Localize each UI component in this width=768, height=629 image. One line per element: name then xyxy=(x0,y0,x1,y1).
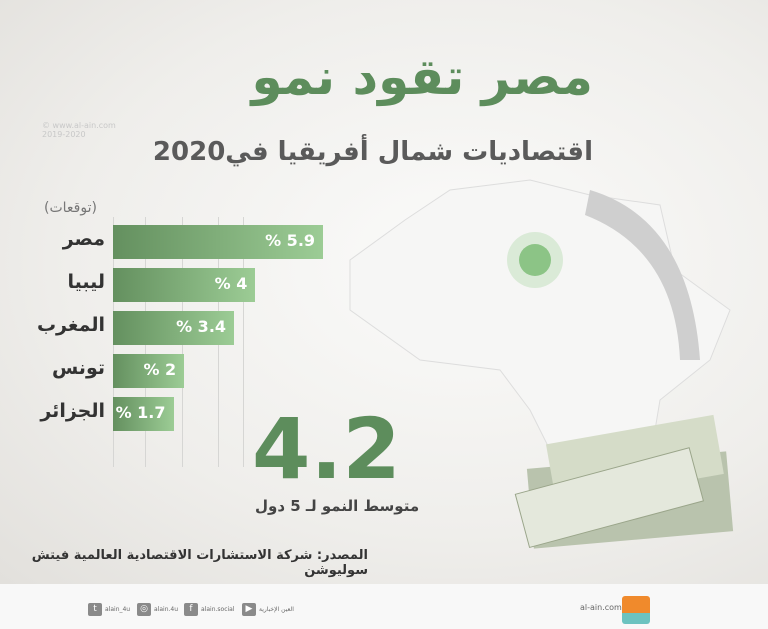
data-label: % 2 xyxy=(143,360,177,379)
category-label: الجزائر xyxy=(40,400,105,422)
bar: % 2 xyxy=(113,354,185,388)
copyright-url: © www.al-ain.com xyxy=(42,121,116,130)
copyright-years: 2019-2020 xyxy=(42,130,86,139)
footer: t alain_4u ◎ alain.4u f alain.social ▶ العين… xyxy=(0,584,768,629)
source-note: المصدر: شركة الاستشارات الاقتصادية العال… xyxy=(31,548,368,578)
al-ain-logo xyxy=(622,596,650,624)
page-subtitle: اقتصاديات شمال أفريقيا في2020 xyxy=(152,137,593,167)
copyright: © www.al-ain.com 2019-2020 xyxy=(42,121,116,139)
data-label: % 4 xyxy=(214,274,248,293)
africa-map-illustration xyxy=(349,179,731,501)
facebook-link[interactable]: f alain.social xyxy=(184,603,235,616)
gridline xyxy=(243,217,244,467)
instagram-handle: alain.4u xyxy=(154,606,179,613)
category-label: تونس xyxy=(51,357,105,379)
category-label: ليبيا xyxy=(67,271,105,293)
bar: % 3.4 xyxy=(113,311,235,345)
data-label: % 3.4 xyxy=(176,317,227,336)
category-label: مصر xyxy=(62,228,105,250)
site-url: al-ain.com xyxy=(580,603,622,612)
data-label: % 1.7 xyxy=(115,403,166,422)
facebook-handle: alain.social xyxy=(201,606,235,613)
bar-chart: مصر % 5.9 ليبيا % 4 المغرب % 3.4 تونس % 2 الجزائ… xyxy=(0,217,340,475)
bar: % 4 xyxy=(113,268,256,302)
category-label: المغرب xyxy=(36,314,105,336)
twitter-handle: alain_4u xyxy=(105,606,131,613)
instagram-icon: ◎ xyxy=(137,603,151,616)
chart-note: (توقعات) xyxy=(44,200,97,216)
bar: % 1.7 xyxy=(113,397,174,431)
money-stack-illustration xyxy=(514,414,734,549)
bar: % 5.9 xyxy=(113,225,324,259)
page-title: مصر تقود نمو xyxy=(251,48,593,106)
infographic: © www.al-ain.com 2019-2020 مصر تقود نمو ا… xyxy=(0,0,768,584)
youtube-link[interactable]: ▶ العين الإخبارية xyxy=(242,603,294,616)
youtube-icon: ▶ xyxy=(242,603,256,616)
site-link[interactable]: al-ain.com xyxy=(580,603,622,612)
twitter-link[interactable]: t alain_4u xyxy=(88,603,130,616)
data-label: % 5.9 xyxy=(265,231,316,250)
average-value: 4.2 xyxy=(252,400,401,498)
twitter-icon: t xyxy=(88,603,102,616)
average-label: متوسط النمو لـ 5 دول xyxy=(255,497,420,515)
instagram-link[interactable]: ◎ alain.4u xyxy=(137,603,178,616)
youtube-handle: العين الإخبارية xyxy=(259,606,294,613)
facebook-icon: f xyxy=(184,603,198,616)
growth-arrow-icon xyxy=(585,190,700,360)
